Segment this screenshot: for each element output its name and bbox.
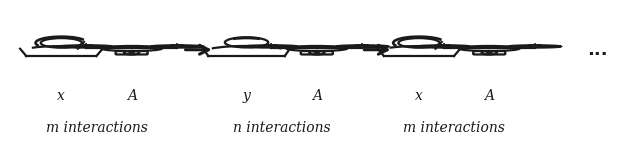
Text: ...: ...	[588, 41, 608, 59]
Text: x: x	[415, 89, 423, 103]
Text: m interactions: m interactions	[403, 122, 505, 135]
Text: x: x	[58, 89, 65, 103]
Text: m interactions: m interactions	[45, 122, 147, 135]
Text: A: A	[312, 89, 322, 103]
Text: A: A	[127, 89, 136, 103]
Circle shape	[486, 52, 492, 54]
Text: y: y	[243, 89, 250, 103]
Text: A: A	[484, 89, 494, 103]
Circle shape	[129, 52, 134, 54]
Circle shape	[314, 52, 320, 54]
Text: n interactions: n interactions	[233, 122, 330, 135]
